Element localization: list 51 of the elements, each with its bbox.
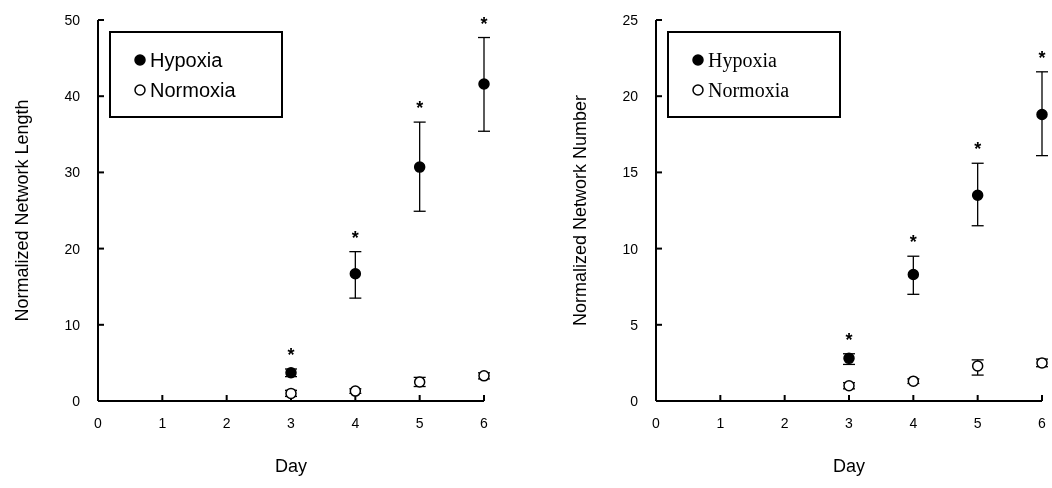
annotation: * [1038,47,1046,68]
x-tick-label: 5 [415,415,424,431]
y-tick-label: 15 [622,164,639,181]
annotation: * [845,329,853,350]
annotation: * [974,139,982,160]
point [1036,108,1048,121]
y-tick-label: 25 [622,11,639,28]
y-tick-label: 0 [72,392,81,409]
x-tick-label: 0 [652,415,661,431]
x-tick-label: 5 [973,415,982,431]
point [349,268,362,280]
point [349,385,362,397]
y-tick-label: 5 [630,316,639,333]
annotation: * [287,345,295,365]
y-tick-label: 0 [630,392,639,409]
y-axis-title: Normalized Network Length [12,99,32,322]
annotation: * [351,227,359,248]
x-tick-label: 0 [94,415,103,431]
y-tick-label: 30 [64,164,81,181]
x-tick-label: 2 [222,415,231,431]
x-tick-label: 4 [909,415,918,431]
x-tick-label: 3 [845,415,854,431]
y-tick-label: 40 [64,88,81,105]
legend-label: Normoxia [150,79,237,101]
y-tick-label: 10 [622,240,639,257]
x-tick-label: 3 [287,415,296,431]
annotation: * [480,13,488,34]
x-tick-label: 2 [780,415,789,431]
y-tick-label: 20 [64,240,81,257]
y-axis-title: Normalized Network Number [570,94,590,327]
point [413,161,426,173]
x-axis-title: Day [832,456,866,476]
point [907,375,920,387]
x-tick-label: 6 [480,415,489,431]
y-tick-label: 20 [622,88,639,105]
legend-label: Hypoxia [708,49,777,72]
legend-label: Normoxia [708,79,790,101]
x-axis-title: Day [274,456,308,476]
point [971,189,984,202]
point [971,360,984,372]
annotation: * [909,232,917,253]
legend-label: Hypoxia [150,49,224,71]
point [478,78,490,90]
x-tick-label: 1 [158,415,167,431]
x-tick-label: 6 [1038,415,1047,431]
annotation: * [416,98,424,119]
x-tick-label: 1 [716,415,725,431]
y-tick-label: 10 [64,316,81,333]
point [907,268,920,281]
x-tick-label: 4 [351,415,360,431]
y-tick-label: 50 [64,11,81,28]
